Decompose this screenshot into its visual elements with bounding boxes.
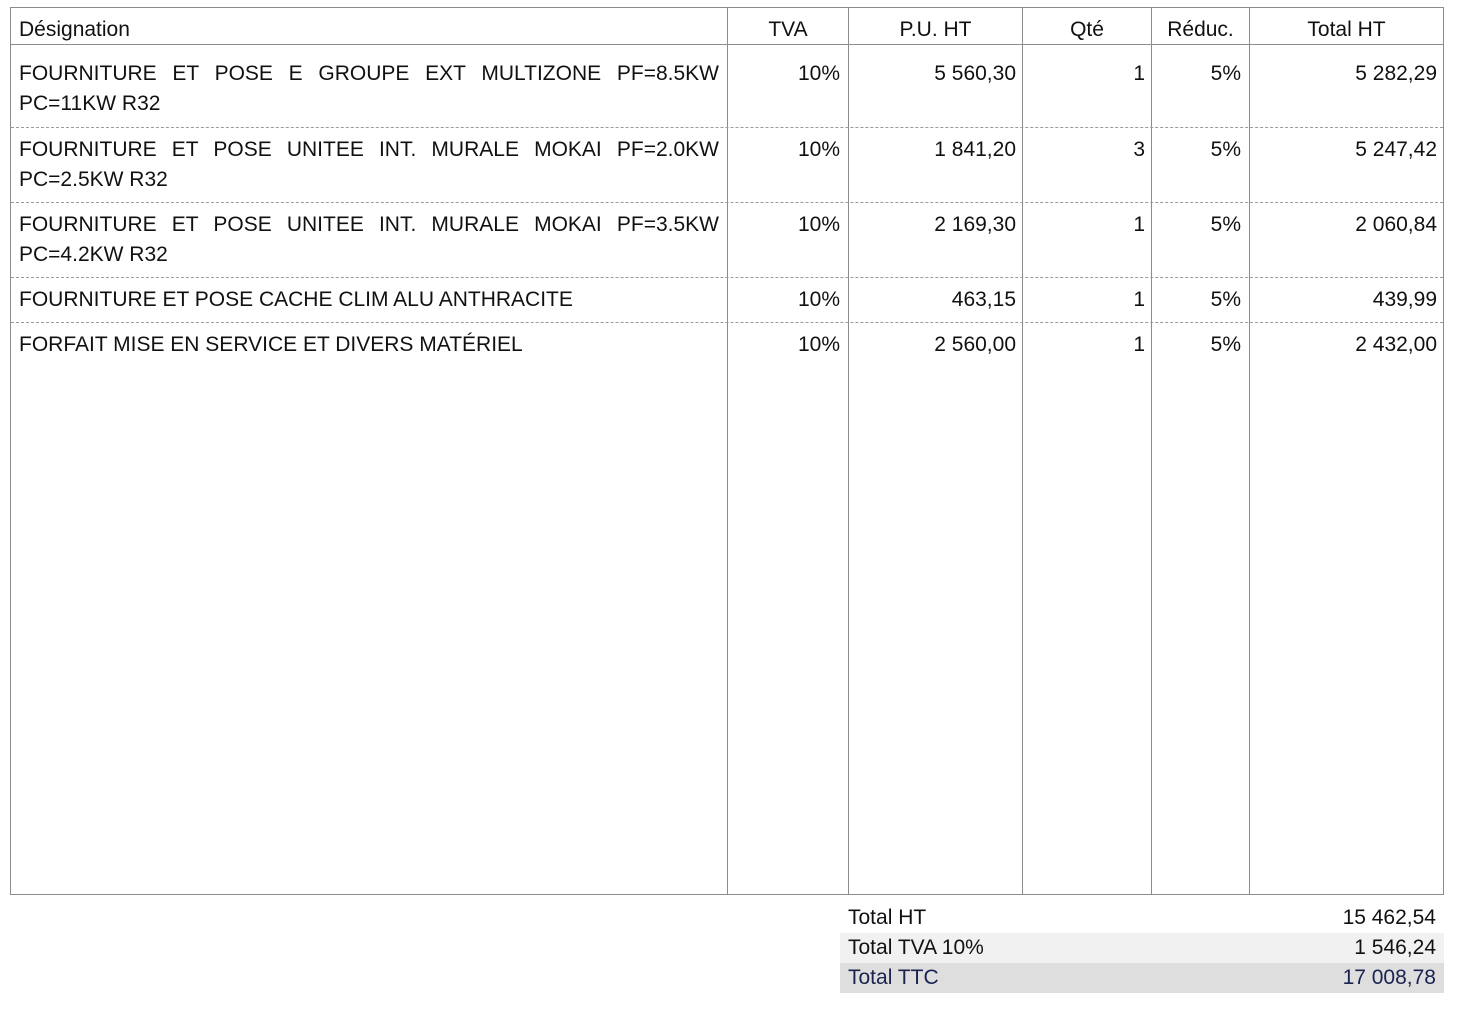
header-tva: TVA bbox=[768, 18, 808, 41]
row-pu-ht: 463,15 bbox=[951, 288, 1016, 311]
column-divider bbox=[727, 8, 728, 894]
row-pu-ht: 1 841,20 bbox=[934, 138, 1016, 161]
table-row: FORFAIT MISE EN SERVICE ET DIVERS MATÉRI… bbox=[11, 323, 1443, 368]
row-designation: FOURNITURE ET POSE CACHE CLIM ALU ANTHRA… bbox=[19, 288, 573, 311]
row-total-ht: 5 282,29 bbox=[1355, 62, 1437, 85]
row-tva: 10% bbox=[797, 213, 840, 236]
row-tva: 10% bbox=[797, 333, 840, 356]
column-divider bbox=[1151, 8, 1152, 894]
row-pu-ht: 2 560,00 bbox=[934, 333, 1016, 356]
header-qte: Qté bbox=[1070, 18, 1104, 41]
row-reduc: 5% bbox=[1210, 138, 1241, 161]
total-ht-value: 15 462,54 bbox=[1342, 906, 1436, 929]
total-tva-row: Total TVA 10% 1 546,24 bbox=[840, 933, 1444, 963]
row-reduc: 5% bbox=[1210, 213, 1241, 236]
table-row: FOURNITURE ET POSE UNITEE INT. MURALE MO… bbox=[11, 203, 1443, 278]
row-reduc: 5% bbox=[1210, 333, 1241, 356]
totals-block: Total HT 15 462,54 Total TVA 10% 1 546,2… bbox=[840, 903, 1444, 993]
table-header: Désignation TVA P.U. HT Qté Réduc. Total… bbox=[11, 8, 1443, 45]
header-reduc: Réduc. bbox=[1167, 18, 1234, 41]
row-total-ht: 2 060,84 bbox=[1355, 213, 1437, 236]
row-qte: 1 bbox=[1133, 288, 1145, 311]
column-divider bbox=[848, 8, 849, 894]
invoice-table: Désignation TVA P.U. HT Qté Réduc. Total… bbox=[10, 7, 1444, 895]
row-reduc: 5% bbox=[1210, 62, 1241, 85]
row-total-ht: 5 247,42 bbox=[1355, 138, 1437, 161]
row-reduc: 5% bbox=[1210, 288, 1241, 311]
row-total-ht: 2 432,00 bbox=[1355, 333, 1437, 356]
row-pu-ht: 2 169,30 bbox=[934, 213, 1016, 236]
row-designation: FORFAIT MISE EN SERVICE ET DIVERS MATÉRI… bbox=[19, 333, 523, 356]
row-tva: 10% bbox=[797, 288, 840, 311]
row-total-ht: 439,99 bbox=[1372, 288, 1437, 311]
row-tva: 10% bbox=[797, 62, 840, 85]
table-row: FOURNITURE ET POSE CACHE CLIM ALU ANTHRA… bbox=[11, 278, 1443, 323]
row-qte: 1 bbox=[1133, 333, 1145, 356]
total-ttc-row: Total TTC 17 008,78 bbox=[840, 963, 1444, 993]
row-designation: FOURNITURE ET POSE UNITEE INT. MURALE MO… bbox=[19, 138, 719, 191]
header-designation: Désignation bbox=[19, 18, 130, 41]
total-ttc-value: 17 008,78 bbox=[1342, 966, 1436, 989]
total-tva-value: 1 546,24 bbox=[1354, 936, 1436, 959]
table-row: FOURNITURE ET POSE E GROUPE EXT MULTIZON… bbox=[11, 45, 1443, 128]
row-qte: 1 bbox=[1133, 213, 1145, 236]
row-designation: FOURNITURE ET POSE UNITEE INT. MURALE MO… bbox=[19, 213, 719, 266]
total-tva-label: Total TVA 10% bbox=[848, 936, 984, 959]
column-divider bbox=[1249, 8, 1250, 894]
row-qte: 1 bbox=[1133, 62, 1145, 85]
row-pu-ht: 5 560,30 bbox=[934, 62, 1016, 85]
table-row: FOURNITURE ET POSE UNITEE INT. MURALE MO… bbox=[11, 128, 1443, 203]
header-total-ht: Total HT bbox=[1307, 18, 1386, 41]
column-divider bbox=[1022, 8, 1023, 894]
header-pu-ht: P.U. HT bbox=[899, 18, 972, 41]
row-tva: 10% bbox=[797, 138, 840, 161]
total-ttc-label: Total TTC bbox=[848, 966, 939, 989]
total-ht-label: Total HT bbox=[848, 906, 927, 929]
row-designation: FOURNITURE ET POSE E GROUPE EXT MULTIZON… bbox=[19, 62, 719, 115]
total-ht-row: Total HT 15 462,54 bbox=[840, 903, 1444, 933]
row-qte: 3 bbox=[1133, 138, 1145, 161]
